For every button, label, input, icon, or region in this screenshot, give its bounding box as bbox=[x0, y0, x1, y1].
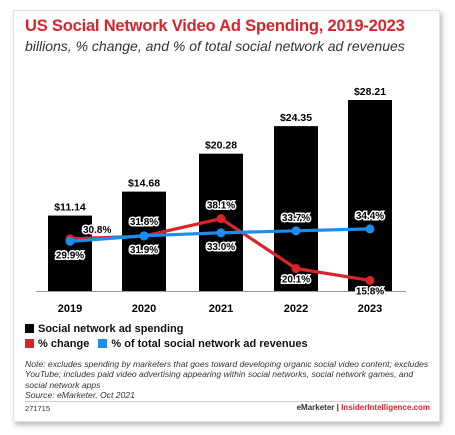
chart-note: Note: excludes spending by marketers tha… bbox=[25, 359, 430, 400]
change-point-2022 bbox=[291, 264, 301, 273]
change-label-2023: 15.8% bbox=[356, 286, 384, 297]
x-tick-label-2023: 2023 bbox=[358, 303, 382, 315]
share-label-2022: 33.7% bbox=[282, 213, 310, 224]
share-label-2023: 34.4% bbox=[356, 211, 384, 222]
x-tick-label-2021: 2021 bbox=[209, 303, 233, 315]
legend-item-share: % of total social network ad revenues bbox=[98, 337, 308, 350]
chart-plot: $11.14 $14.68 $20.28 $24.35 $28.21 30.8% 31.8%… bbox=[36, 86, 406, 315]
change-point-2021 bbox=[216, 214, 226, 224]
x-tick-label-2022: 2022 bbox=[284, 303, 308, 315]
share-point-2021 bbox=[216, 228, 226, 238]
brand-emarketer: eMarketer bbox=[296, 403, 335, 412]
chart-legend: Social network ad spending % change % of… bbox=[25, 321, 317, 351]
change-label-2020: 31.8% bbox=[130, 217, 158, 228]
share-label-2020: 31.9% bbox=[130, 245, 158, 256]
share-point-2020 bbox=[139, 231, 149, 241]
chart-subtitle: billions, % change, and % of total socia… bbox=[25, 38, 405, 54]
change-point-2023 bbox=[365, 275, 375, 285]
brand-separator: | bbox=[334, 403, 342, 412]
legend-item-change: % change bbox=[25, 338, 89, 350]
change-label-2021: 38.1% bbox=[207, 201, 235, 212]
bar-value-label-2021: $20.28 bbox=[205, 140, 237, 152]
share-point-2022 bbox=[291, 226, 301, 236]
share-point-2019 bbox=[65, 236, 75, 246]
bar-2023 bbox=[348, 100, 392, 291]
chart-card: US Social Network Video Ad Spending, 201… bbox=[13, 10, 440, 422]
legend-swatch-share bbox=[98, 339, 108, 348]
chart-title: US Social Network Video Ad Spending, 201… bbox=[25, 17, 405, 35]
legend-label-spending: Social network ad spending bbox=[38, 322, 184, 335]
legend-swatch-change bbox=[25, 339, 34, 348]
chart-id: 271715 bbox=[25, 404, 51, 413]
x-tick-label-2019: 2019 bbox=[58, 303, 82, 315]
bar-value-label-2019: $11.14 bbox=[54, 202, 86, 214]
brand-footer: eMarketer | InsiderIntelligence.com bbox=[297, 403, 430, 412]
change-label-2019: 30.8% bbox=[83, 225, 111, 236]
change-label-2022: 20.1% bbox=[282, 275, 310, 286]
x-tick-label-2020: 2020 bbox=[132, 303, 156, 315]
share-label-2019: 29.9% bbox=[56, 250, 84, 261]
share-point-2023 bbox=[365, 224, 375, 234]
bar-2022 bbox=[274, 126, 318, 291]
share-label-2021: 33.0% bbox=[207, 242, 235, 253]
legend-item-spending: Social network ad spending bbox=[25, 323, 183, 335]
note-text: Note: excludes spending by marketers tha… bbox=[25, 359, 429, 390]
bar-2020 bbox=[122, 191, 166, 291]
legend-label-change: % change bbox=[38, 337, 90, 350]
bar-2019 bbox=[48, 215, 92, 291]
footer-divider bbox=[25, 401, 430, 402]
brand-insider: InsiderIntelligence.com bbox=[341, 403, 430, 412]
bar-value-label-2022: $24.35 bbox=[280, 112, 312, 124]
legend-swatch-spending bbox=[25, 324, 34, 333]
bar-value-label-2020: $14.68 bbox=[128, 178, 160, 190]
source-text: Source: eMarketer, Oct 2021 bbox=[25, 389, 135, 400]
bar-value-label-2023: $28.21 bbox=[354, 86, 386, 98]
legend-label-share: % of total social network ad revenues bbox=[111, 337, 308, 350]
